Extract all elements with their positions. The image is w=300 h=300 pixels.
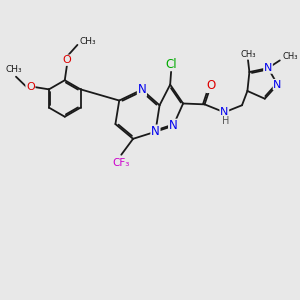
Text: N: N (169, 119, 178, 132)
Text: N: N (220, 107, 229, 117)
Text: CF₃: CF₃ (112, 158, 130, 168)
Text: O: O (63, 55, 71, 65)
Text: CH₃: CH₃ (80, 38, 96, 46)
Text: O: O (26, 82, 35, 92)
Text: CH₃: CH₃ (283, 52, 298, 62)
Text: O: O (206, 79, 216, 92)
Text: Cl: Cl (166, 58, 177, 70)
Text: CH₃: CH₃ (240, 50, 256, 59)
Text: CH₃: CH₃ (6, 65, 22, 74)
Text: H: H (221, 116, 229, 126)
Text: N: N (264, 63, 272, 73)
Text: N: N (137, 83, 146, 96)
Text: N: N (273, 80, 282, 90)
Text: N: N (151, 125, 160, 138)
